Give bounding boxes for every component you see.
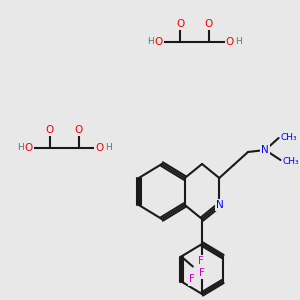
Text: F: F (199, 256, 204, 266)
Text: O: O (176, 19, 184, 29)
Text: H: H (147, 38, 154, 46)
Text: O: O (95, 143, 104, 153)
Text: H: H (17, 143, 23, 152)
Text: CH₃: CH₃ (283, 157, 299, 166)
Text: F: F (189, 274, 195, 284)
Text: N: N (216, 200, 224, 210)
Text: H: H (235, 38, 242, 46)
Text: O: O (46, 125, 54, 135)
Text: CH₃: CH₃ (280, 133, 297, 142)
Text: O: O (155, 37, 163, 47)
Text: H: H (105, 143, 112, 152)
Text: O: O (226, 37, 234, 47)
Text: O: O (25, 143, 33, 153)
Text: O: O (205, 19, 213, 29)
Text: O: O (74, 125, 83, 135)
Text: F: F (200, 268, 205, 278)
Text: N: N (261, 145, 269, 155)
